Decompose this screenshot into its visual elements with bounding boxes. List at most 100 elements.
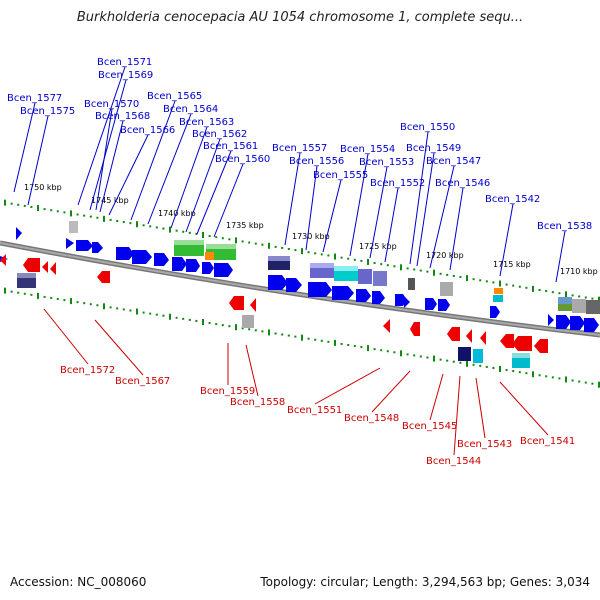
gene-forward[interactable]: [570, 316, 585, 330]
reverse-gene-label[interactable]: Bcen_1572: [60, 365, 115, 376]
gene-forward[interactable]: [16, 227, 22, 240]
gene-forward[interactable]: [372, 291, 385, 304]
reverse-gene-label[interactable]: Bcen_1567: [115, 376, 170, 387]
forward-gene-label[interactable]: Bcen_1566: [120, 125, 175, 136]
forward-gene-label[interactable]: Bcen_1555: [313, 170, 368, 181]
reverse-gene-label[interactable]: Bcen_1543: [457, 439, 512, 450]
feature-violet[interactable]: [358, 269, 372, 284]
forward-gene-label[interactable]: Bcen_1563: [179, 117, 234, 128]
forward-gene-label[interactable]: Bcen_1561: [203, 141, 258, 152]
forward-gene-label[interactable]: Bcen_1550: [400, 122, 455, 133]
gene-reverse[interactable]: [42, 261, 48, 273]
reverse-gene-label[interactable]: Bcen_1545: [402, 421, 457, 432]
gene-reverse[interactable]: [410, 322, 420, 336]
forward-label-leader: [185, 138, 221, 233]
forward-gene-label[interactable]: Bcen_1569: [98, 70, 153, 81]
gene-reverse[interactable]: [50, 262, 56, 275]
forward-gene-label[interactable]: Bcen_1556: [289, 156, 344, 167]
feature-gray[interactable]: [242, 315, 254, 328]
forward-gene-label[interactable]: Bcen_1575: [20, 106, 75, 117]
gene-reverse[interactable]: [447, 327, 460, 341]
forward-gene-label[interactable]: Bcen_1542: [485, 194, 540, 205]
forward-label-leader: [429, 165, 455, 269]
forward-gene-label[interactable]: Bcen_1571: [97, 57, 152, 68]
gene-forward[interactable]: [425, 298, 437, 310]
feature-violet[interactable]: [373, 271, 387, 286]
scale-minor-tick: [505, 369, 508, 372]
gene-reverse[interactable]: [534, 339, 548, 353]
forward-gene-label[interactable]: Bcen_1560: [215, 154, 270, 165]
feature-orange[interactable]: [205, 252, 214, 260]
gene-forward[interactable]: [332, 286, 354, 300]
feature-orange[interactable]: [494, 288, 503, 294]
gene-forward[interactable]: [132, 250, 152, 264]
gene-forward[interactable]: [584, 318, 599, 332]
forward-gene-label[interactable]: Bcen_1568: [95, 111, 150, 122]
gene-forward[interactable]: [76, 240, 93, 251]
forward-gene-label[interactable]: Bcen_1552: [370, 178, 425, 189]
forward-gene-label[interactable]: Bcen_1553: [359, 157, 414, 168]
gene-forward[interactable]: [556, 315, 571, 329]
scale-minor-tick: [287, 334, 290, 337]
gene-forward[interactable]: [268, 275, 288, 290]
gene-forward[interactable]: [308, 282, 332, 297]
gene-reverse[interactable]: [512, 336, 532, 351]
gene-reverse[interactable]: [23, 258, 40, 272]
reverse-gene-label[interactable]: Bcen_1544: [426, 456, 481, 467]
feature-darkgray[interactable]: [408, 278, 415, 290]
gene-reverse[interactable]: [480, 331, 486, 345]
reverse-gene-label[interactable]: Bcen_1559: [200, 386, 255, 397]
gene-forward[interactable]: [66, 238, 74, 249]
gene-forward[interactable]: [404, 296, 410, 308]
gene-forward[interactable]: [438, 299, 450, 311]
reverse-gene-label[interactable]: Bcen_1558: [230, 397, 285, 408]
scale-minor-tick: [281, 333, 284, 336]
feature-darkgray[interactable]: [586, 300, 600, 314]
gene-reverse[interactable]: [383, 319, 390, 333]
gene-reverse[interactable]: [250, 298, 256, 312]
gene-reverse[interactable]: [229, 296, 244, 310]
gene-forward[interactable]: [154, 253, 169, 266]
scale-minor-tick: [63, 299, 66, 302]
forward-gene-label[interactable]: Bcen_1538: [537, 221, 592, 232]
gene-forward[interactable]: [356, 289, 371, 302]
forward-gene-label[interactable]: Bcen_1546: [435, 178, 490, 189]
gene-forward[interactable]: [116, 247, 134, 260]
feature-gray[interactable]: [69, 221, 78, 233]
gene-forward[interactable]: [92, 242, 103, 253]
forward-gene-label[interactable]: Bcen_1554: [340, 144, 395, 155]
feature-cyan[interactable]: [473, 349, 483, 363]
gene-reverse[interactable]: [500, 334, 514, 348]
feature-gray[interactable]: [440, 282, 453, 296]
gene-forward[interactable]: [172, 257, 187, 271]
gene-reverse[interactable]: [466, 329, 472, 343]
scale-minor-tick: [360, 259, 363, 262]
scale-minor-tick: [17, 291, 20, 294]
feature-gray[interactable]: [572, 299, 586, 313]
reverse-gene-label[interactable]: Bcen_1551: [287, 405, 342, 416]
forward-gene-label[interactable]: Bcen_1549: [406, 143, 461, 154]
forward-gene-label[interactable]: Bcen_1570: [84, 99, 139, 110]
gene-forward[interactable]: [286, 278, 302, 292]
feature-cyan[interactable]: [493, 295, 503, 302]
forward-gene-label[interactable]: Bcen_1577: [7, 93, 62, 104]
forward-label-leader: [305, 165, 318, 251]
reverse-gene-label[interactable]: Bcen_1548: [344, 413, 399, 424]
gene-forward[interactable]: [214, 263, 233, 277]
gene-reverse[interactable]: [0, 254, 6, 266]
forward-gene-label[interactable]: Bcen_1565: [147, 91, 202, 102]
forward-gene-label[interactable]: Bcen_1547: [426, 156, 481, 167]
scale-minor-tick: [195, 319, 198, 322]
scale-minor-tick: [17, 203, 20, 206]
feature-navy[interactable]: [458, 347, 471, 361]
forward-gene-label[interactable]: Bcen_1557: [272, 143, 327, 154]
gene-reverse[interactable]: [97, 271, 110, 283]
scale-minor-tick: [584, 296, 587, 299]
forward-gene-label[interactable]: Bcen_1564: [163, 104, 218, 115]
forward-gene-label[interactable]: Bcen_1562: [192, 129, 247, 140]
gene-forward[interactable]: [490, 306, 500, 318]
gene-forward[interactable]: [186, 259, 200, 272]
gene-forward[interactable]: [202, 262, 214, 274]
reverse-gene-label[interactable]: Bcen_1541: [520, 436, 575, 447]
gene-forward[interactable]: [548, 314, 554, 326]
